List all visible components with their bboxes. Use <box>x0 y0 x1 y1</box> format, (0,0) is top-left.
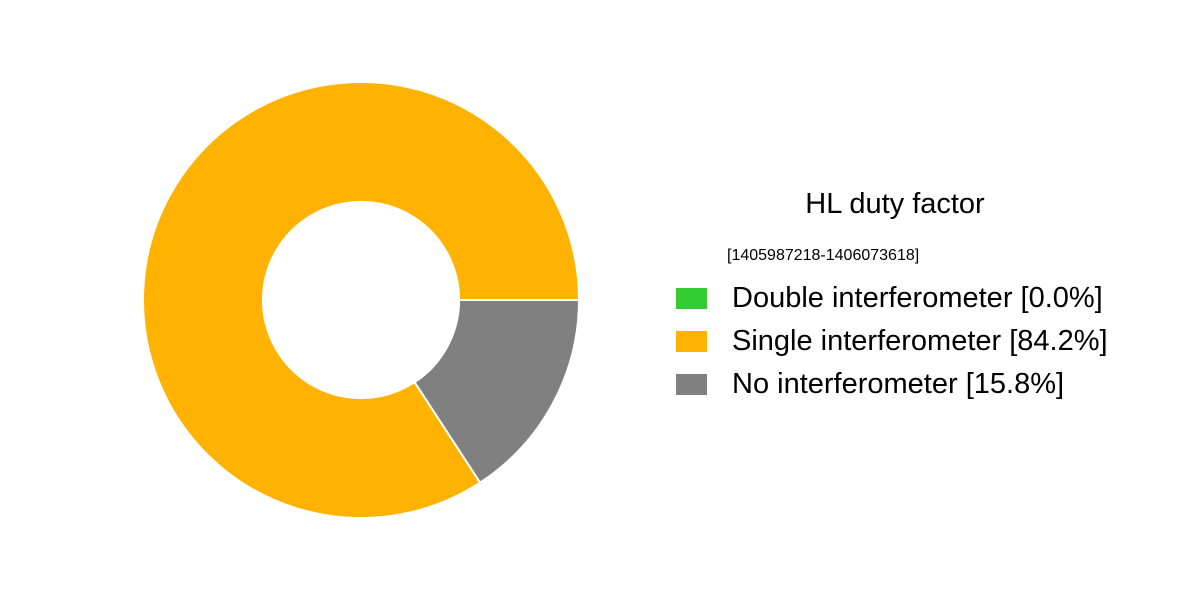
pie-slice-single-interferometer <box>142 81 580 519</box>
legend-swatch-no-interferometer <box>676 374 707 395</box>
legend-item-no-interferometer: No interferometer [15.8%] <box>676 363 1108 406</box>
chart-title: HL duty factor <box>805 188 985 220</box>
legend-swatch-double-interferometer <box>676 288 707 309</box>
legend-label-no-interferometer: No interferometer [15.8%] <box>732 368 1065 400</box>
chart-subtitle-gps-range: [1405987218-1406073618] <box>727 247 920 264</box>
legend: Double interferometer [0.0%] Single inte… <box>676 277 1108 406</box>
pie-slice-no-interferometer <box>413 299 580 484</box>
legend-swatch-single-interferometer <box>676 331 707 352</box>
legend-label-single-interferometer: Single interferometer [84.2%] <box>732 325 1108 357</box>
legend-item-double-interferometer: Double interferometer [0.0%] <box>676 277 1108 320</box>
legend-label-double-interferometer: Double interferometer [0.0%] <box>732 282 1103 314</box>
legend-item-single-interferometer: Single interferometer [84.2%] <box>676 320 1108 363</box>
